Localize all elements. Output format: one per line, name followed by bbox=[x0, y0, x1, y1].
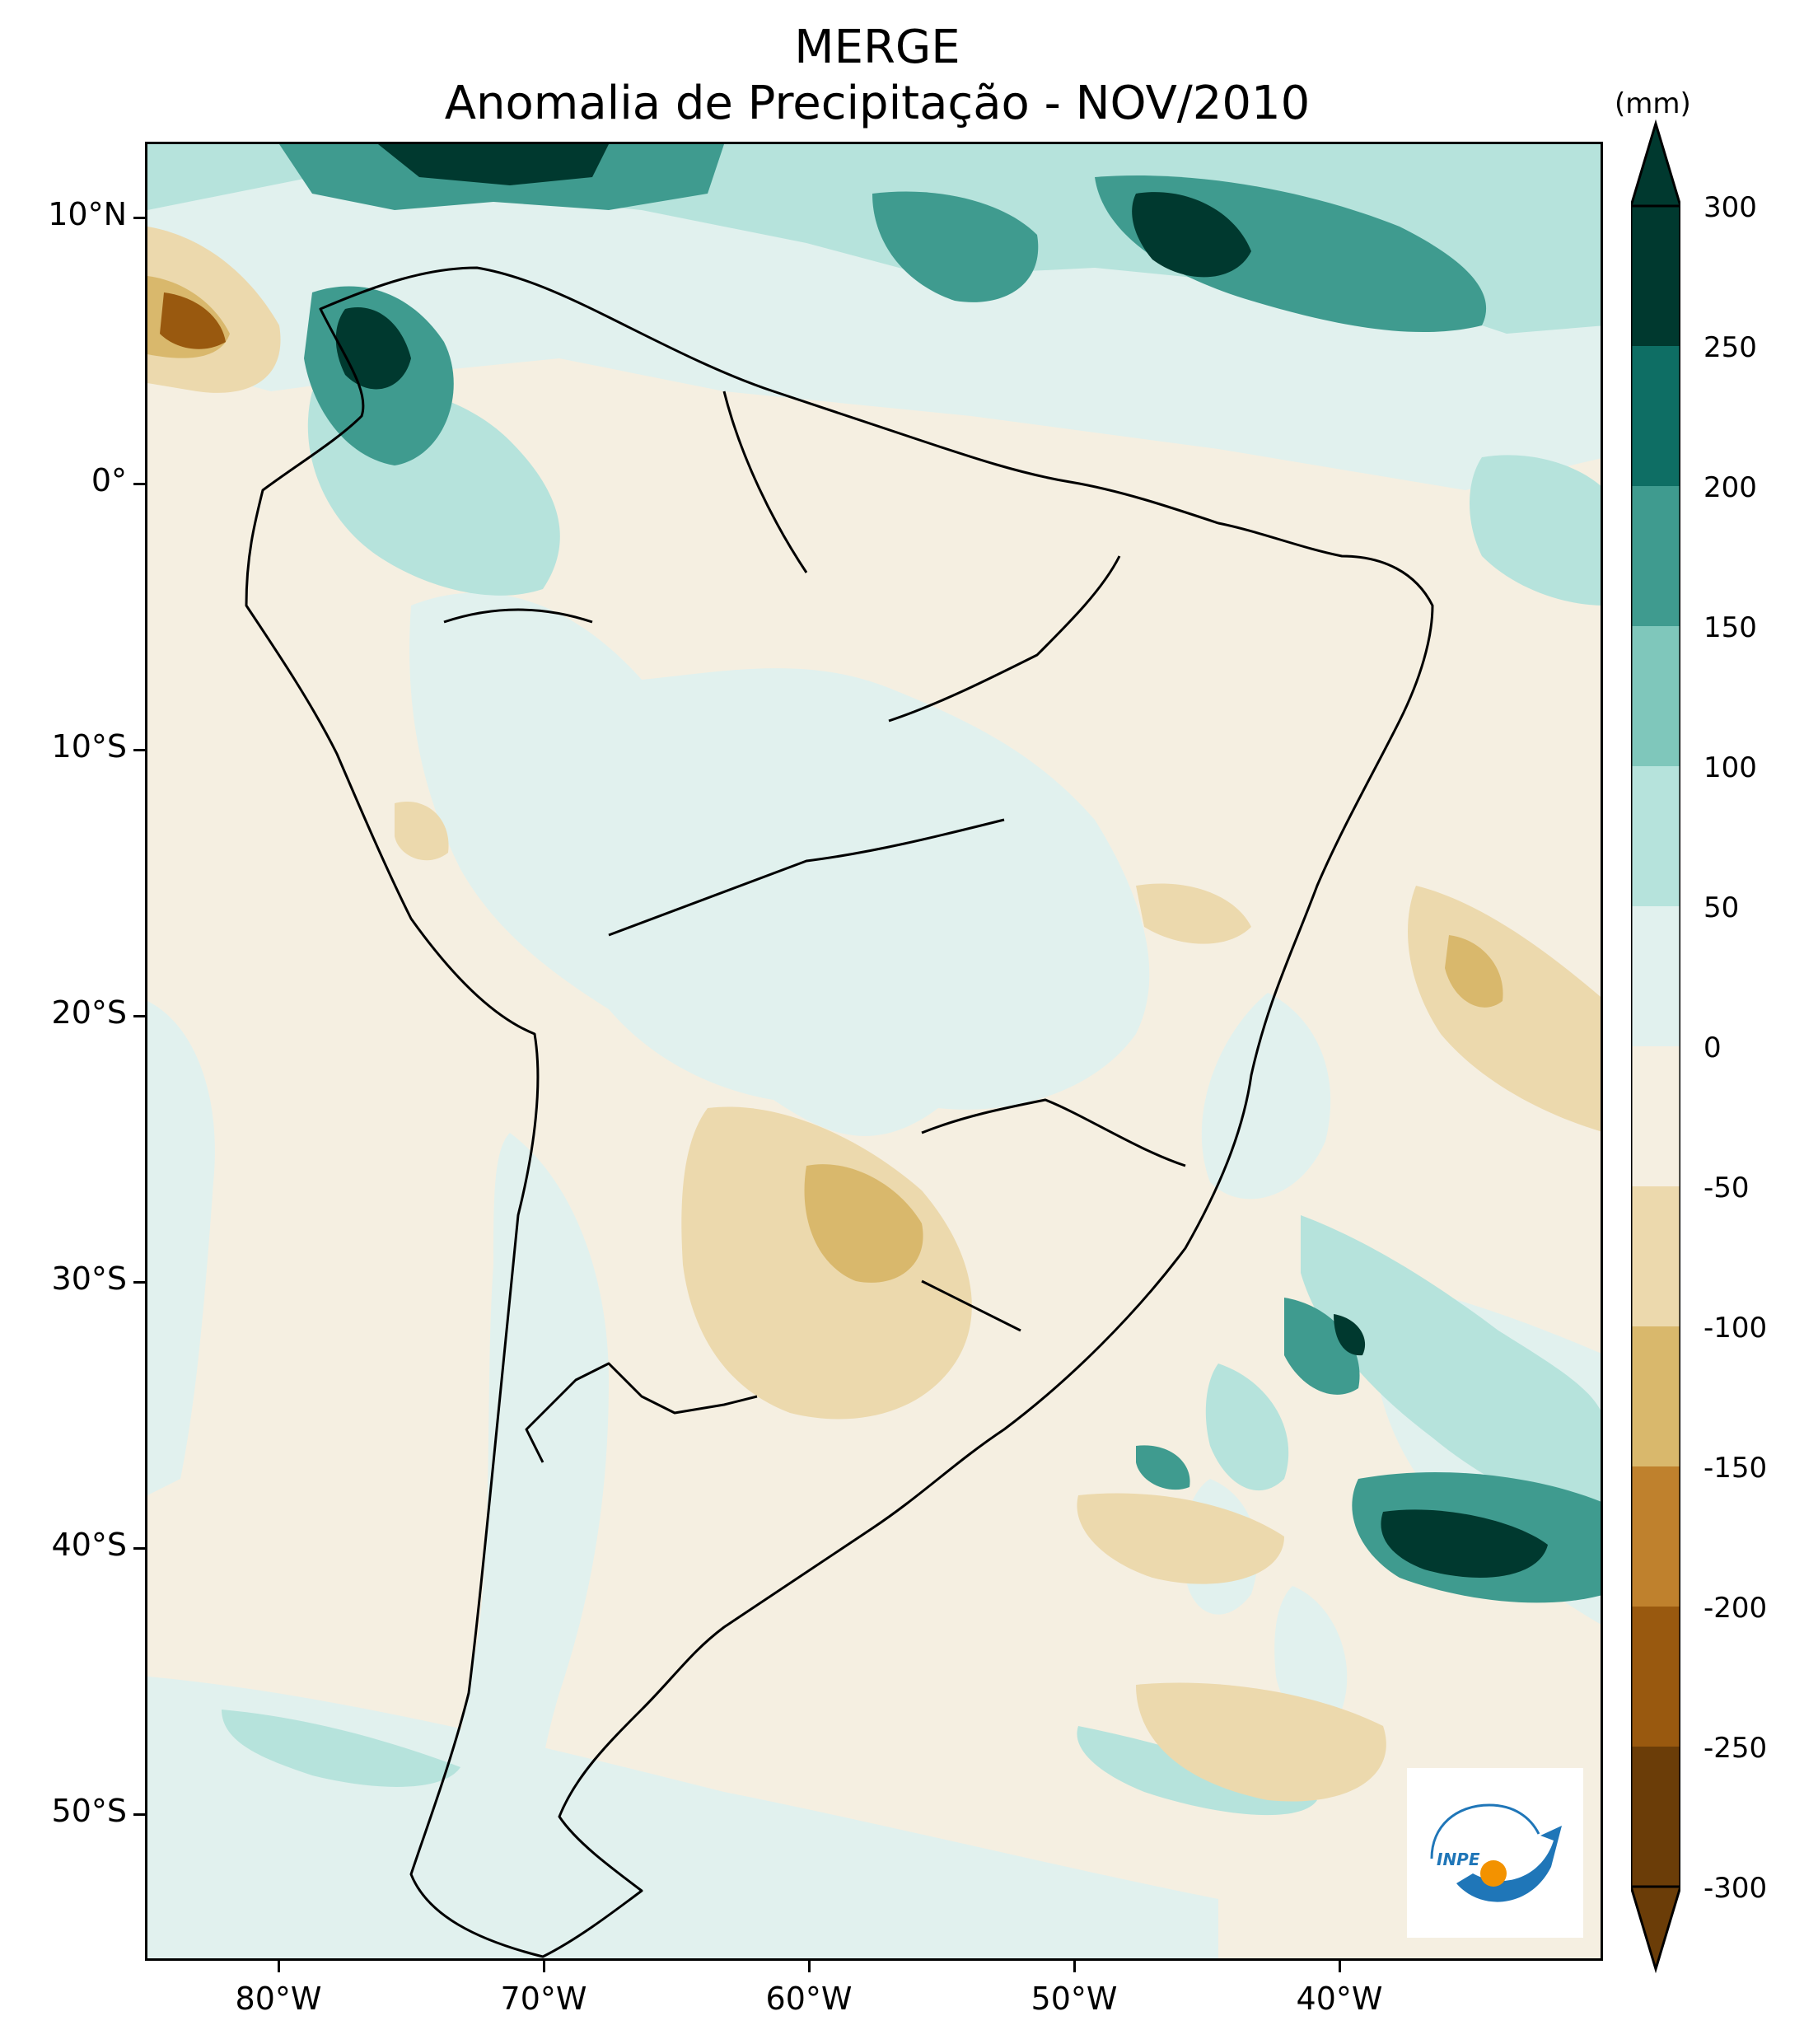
inpe-logo: INPE bbox=[1407, 1768, 1583, 1938]
lon-label-60w: 60°W bbox=[765, 1981, 853, 2017]
lat-label-10s: 10°S bbox=[51, 728, 127, 765]
lon-label-80w: 80°W bbox=[235, 1981, 322, 2017]
colorbar bbox=[1631, 119, 1680, 1974]
map-panel bbox=[145, 142, 1603, 1961]
negative-anomaly-strong bbox=[160, 292, 226, 349]
lat-tick bbox=[133, 1547, 145, 1550]
lat-tick bbox=[133, 483, 145, 485]
logo-sun-circle bbox=[1480, 1860, 1507, 1887]
colorbar-label: -200 bbox=[1704, 1592, 1768, 1625]
colorbar-segment bbox=[1631, 206, 1680, 347]
colorbar-label: -50 bbox=[1704, 1172, 1750, 1204]
lat-label-0: 0° bbox=[91, 462, 127, 498]
positive-anomaly-extreme bbox=[335, 144, 1548, 1578]
lat-tick bbox=[133, 1281, 145, 1284]
lon-tick bbox=[1339, 1961, 1341, 1972]
lat-label-40s: 40°S bbox=[51, 1527, 127, 1563]
inpe-logo-graphic: INPE bbox=[1430, 1803, 1562, 1902]
lon-label-40w: 40°W bbox=[1296, 1981, 1383, 2017]
colorbar-label: 0 bbox=[1704, 1031, 1722, 1064]
colorbar-label: 50 bbox=[1704, 891, 1740, 924]
colorbar-label: 300 bbox=[1704, 191, 1757, 224]
lat-tick bbox=[133, 1015, 145, 1017]
colorbar-segment bbox=[1631, 1747, 1680, 1887]
colorbar-segment bbox=[1631, 346, 1680, 487]
lat-tick bbox=[133, 217, 145, 219]
map-title: MERGE bbox=[794, 21, 960, 74]
colorbar-segment bbox=[1631, 1046, 1680, 1187]
lon-tick bbox=[1073, 1961, 1076, 1972]
colorbar-bottom-extend-arrow bbox=[1631, 1885, 1680, 1974]
colorbar-label: -300 bbox=[1704, 1872, 1768, 1905]
lon-tick bbox=[278, 1961, 280, 1972]
lon-label-50w: 50°W bbox=[1031, 1981, 1118, 2017]
lat-label-10n: 10°N bbox=[48, 196, 127, 232]
colorbar-unit: (mm) bbox=[1615, 87, 1691, 120]
colorbar-segment bbox=[1631, 1607, 1680, 1747]
colorbar-label: 150 bbox=[1704, 611, 1757, 644]
colorbar-label: 250 bbox=[1704, 331, 1757, 364]
colorbar-segment bbox=[1631, 906, 1680, 1047]
map-subtitle: Anomalia de Precipitação - NOV/2010 bbox=[444, 77, 1311, 130]
logo-orbit-line bbox=[1430, 1803, 1540, 1859]
colorbar-label: -150 bbox=[1704, 1452, 1768, 1485]
colorbar-segment bbox=[1631, 1326, 1680, 1467]
lat-label-50s: 50°S bbox=[51, 1793, 127, 1829]
colorbar-label: -250 bbox=[1704, 1732, 1768, 1765]
coastline-and-borders bbox=[245, 266, 1434, 1958]
lon-tick bbox=[543, 1961, 545, 1972]
logo-arrow-shape bbox=[1456, 1826, 1562, 1902]
colorbar-segment bbox=[1631, 1466, 1680, 1607]
colorbar-segment bbox=[1631, 626, 1680, 767]
lon-label-70w: 70°W bbox=[500, 1981, 587, 2017]
colorbar-frame bbox=[1631, 204, 1680, 1888]
colorbar-segment bbox=[1631, 486, 1680, 627]
colorbar-top-extend-arrow bbox=[1631, 119, 1680, 208]
colorbar-segment bbox=[1631, 1186, 1680, 1327]
logo-text: INPE bbox=[1437, 1850, 1480, 1869]
colorbar-segments bbox=[1631, 206, 1680, 1887]
lat-label-30s: 30°S bbox=[51, 1261, 127, 1297]
colorbar-label: 200 bbox=[1704, 471, 1757, 504]
lat-tick bbox=[133, 749, 145, 751]
colorbar-label: -100 bbox=[1704, 1312, 1768, 1345]
precipitation-anomaly-map bbox=[147, 144, 1601, 1958]
lat-tick bbox=[133, 1813, 145, 1816]
lat-label-20s: 20°S bbox=[51, 994, 127, 1031]
colorbar-segment bbox=[1631, 766, 1680, 907]
colorbar-label: 100 bbox=[1704, 751, 1757, 784]
lon-tick bbox=[808, 1961, 811, 1972]
